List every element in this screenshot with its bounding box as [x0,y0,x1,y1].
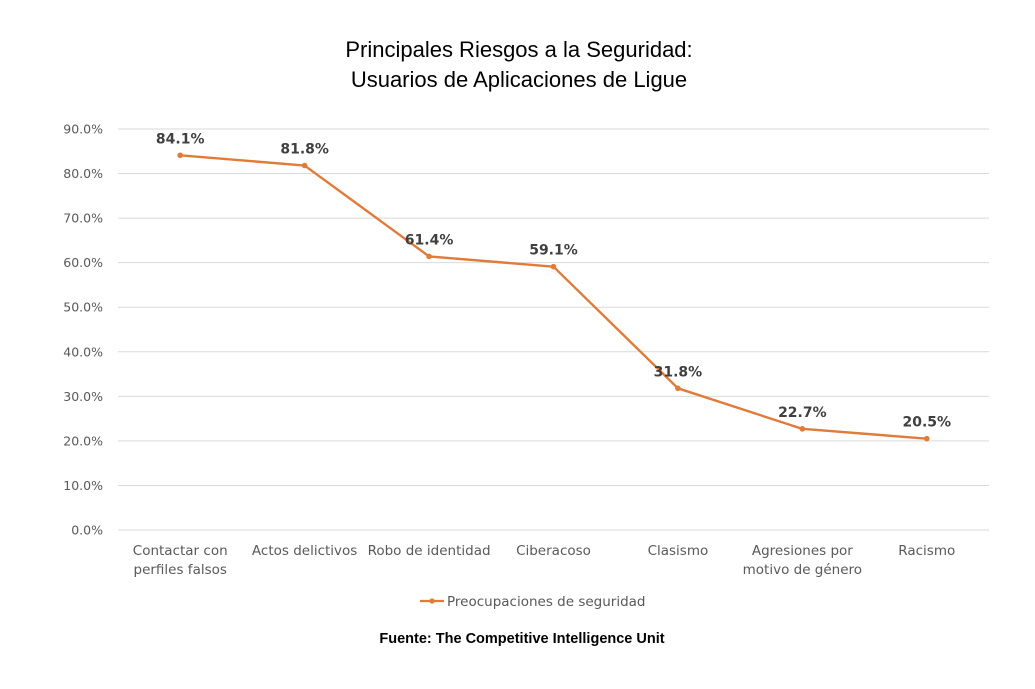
y-axis-tick-labels: 0.0% 10.0% 20.0% 30.0% 40.0% 50.0% 60.0% 70.0% 8… [63,122,103,538]
data-point [923,435,930,442]
data-labels: 84.1% 81.8% 61.4% 59.1% 31.8% 22.7% 20.5% [156,131,951,430]
data-label: 81.8% [280,142,329,158]
chart-title-line-1: Principales Riesgos a la Seguridad: [345,37,692,62]
x-axis-category-labels: Contactar con perfiles falsos Actos delict… [133,543,956,578]
y-tick-label: 90.0% [63,122,103,137]
y-tick-label: 40.0% [63,344,103,359]
y-tick-label: 30.0% [63,389,103,404]
x-category-label: Actos delictivos [252,543,357,559]
x-category-label: Robo de identidad [368,543,491,559]
x-category-label-line: Robo de identidad [368,543,491,559]
x-category-label-line: Agresiones por [752,543,853,559]
data-label: 20.5% [902,415,951,431]
data-point [301,162,308,169]
x-category-label: Contactar con perfiles falsos [133,543,228,578]
data-point [177,152,184,159]
x-category-label: Ciberacoso [516,543,591,559]
y-tick-label: 0.0% [71,523,103,538]
x-category-label-line: Clasismo [648,543,709,559]
y-tick-label: 10.0% [63,478,103,493]
legend-marker [429,598,435,604]
data-label: 84.1% [156,131,205,147]
source-note: Fuente: The Competitive Intelligence Uni… [379,631,664,647]
x-category-label: Agresiones por motivo de género [743,543,862,578]
data-point [799,426,806,432]
x-category-label-line: Racismo [898,543,955,559]
x-category-label-line: Actos delictivos [252,543,357,559]
x-category-label: Clasismo [648,543,709,559]
chart-title: Principales Riesgos a la Seguridad: Usua… [345,37,692,92]
legend: Preocupaciones de seguridad [420,594,646,610]
chart-title-line-2: Usuarios de Aplicaciones de Ligue [351,67,687,92]
y-tick-label: 70.0% [63,211,103,226]
y-tick-label: 50.0% [63,300,103,315]
data-label: 59.1% [529,243,578,259]
x-category-label-line: motivo de género [743,562,862,578]
data-label: 61.4% [405,232,454,248]
data-label: 22.7% [778,405,827,421]
data-point [426,253,432,260]
series-preocupaciones [177,152,930,442]
y-tick-label: 80.0% [63,166,103,181]
data-point [550,263,557,270]
x-category-label-line: Contactar con [133,543,228,559]
x-category-label-line: perfiles falsos [134,562,227,578]
y-tick-label: 20.0% [63,433,103,448]
legend-label: Preocupaciones de seguridad [447,594,646,610]
data-label: 31.8% [654,364,703,380]
y-tick-label: 60.0% [63,255,103,270]
data-point [675,385,681,392]
gridlines [118,128,989,531]
x-category-label: Racismo [898,543,955,559]
x-category-label-line: Ciberacoso [516,543,591,559]
